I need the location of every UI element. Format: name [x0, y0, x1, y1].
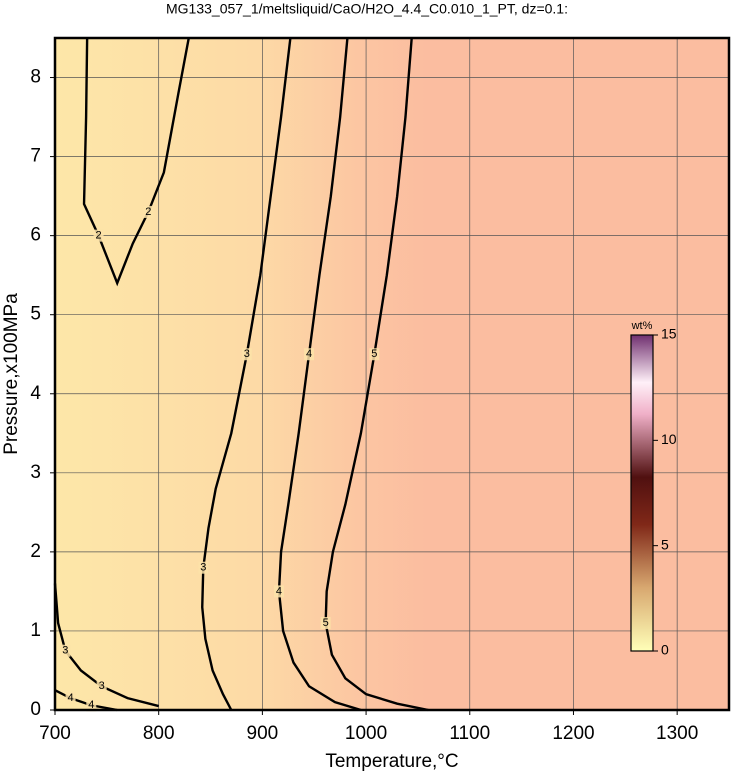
contour-label: 4	[276, 585, 282, 597]
contour-label-bg	[96, 680, 107, 693]
contour-label: 3	[99, 680, 105, 692]
contour-label-bg	[65, 692, 76, 705]
contour-label-bg	[273, 585, 284, 598]
plot-frame	[53, 36, 731, 712]
colorbar-label: wt%	[631, 320, 653, 332]
chart-title: MG133_057_1/meltsliquid/CaO/H2O_4.4_C0.0…	[166, 1, 568, 17]
x-tick-label: 700	[39, 723, 71, 744]
contour-label: 5	[371, 348, 377, 360]
contour-label: 4	[67, 692, 73, 704]
contour-label-bg	[320, 617, 331, 630]
contour-line	[53, 583, 159, 708]
contour-label-bg	[304, 348, 315, 361]
colorbar-tick-label: 15	[661, 326, 677, 342]
y-tick-label: 3	[30, 462, 41, 483]
contour-label-bg	[369, 348, 380, 361]
contour-label-bg	[143, 205, 154, 218]
x-tick-label: 1000	[345, 723, 387, 744]
colorbar-tick-label: 0	[661, 642, 669, 658]
y-tick-label: 1	[30, 620, 41, 641]
contour-line	[324, 37, 429, 712]
contour-label-bg	[93, 229, 104, 242]
plot-background	[55, 38, 729, 710]
contour-label-bg	[241, 348, 252, 361]
contour-label: 2	[95, 230, 101, 242]
contour-label: 4	[88, 699, 94, 711]
contour-line	[201, 37, 292, 711]
y-tick-label: 8	[30, 67, 41, 88]
x-tick-label: 1300	[656, 723, 698, 744]
y-tick-label: 7	[30, 146, 41, 167]
contour-label: 2	[145, 206, 151, 218]
contour-label-bg	[60, 644, 71, 657]
y-tick-label: 6	[30, 225, 41, 246]
colorbar-tick-label: 5	[661, 536, 669, 552]
x-tick-label: 1100	[449, 723, 490, 744]
contour-label-bg	[198, 561, 209, 574]
contour-label: 3	[62, 645, 68, 657]
contour-label: 5	[323, 617, 329, 629]
x-tick-label: 900	[247, 723, 279, 744]
x-tick-label: 800	[143, 723, 175, 744]
contour-label: 3	[244, 348, 250, 360]
x-axis-label: Temperature,°C	[325, 751, 458, 772]
y-tick-label: 0	[30, 699, 41, 720]
y-axis-label: Pressure,x100MPa	[1, 293, 22, 455]
colorbar-tick-label: 10	[661, 431, 677, 447]
contour-label-bg	[86, 699, 97, 712]
contour-line	[82, 37, 190, 287]
y-tick-label: 4	[30, 383, 41, 404]
x-tick-label: 1200	[552, 723, 594, 744]
colorbar	[630, 334, 654, 652]
y-tick-label: 2	[30, 541, 41, 562]
contour-line	[277, 37, 362, 712]
y-tick-label: 5	[30, 304, 41, 325]
contour-line	[54, 689, 118, 712]
contour-label: 3	[200, 562, 206, 574]
contour-label: 4	[306, 348, 312, 360]
